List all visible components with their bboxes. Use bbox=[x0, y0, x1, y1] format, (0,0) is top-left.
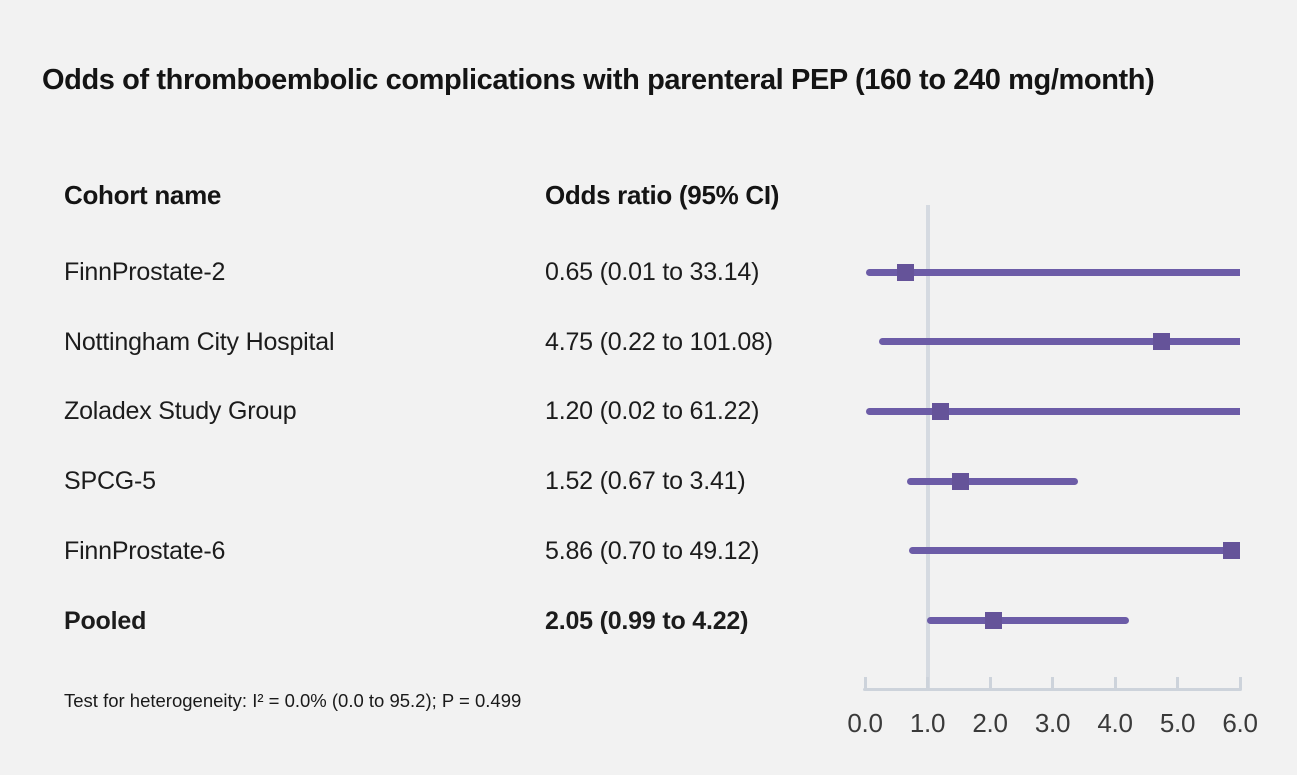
heterogeneity-note: Test for heterogeneity: I² = 0.0% (0.0 t… bbox=[64, 690, 522, 711]
confidence-interval-line bbox=[926, 617, 1129, 624]
odds-ratio-marker bbox=[1153, 333, 1171, 351]
column-header-cohort-name: Cohort name bbox=[64, 180, 222, 210]
x-axis-tick bbox=[926, 677, 929, 689]
odds-ratio-marker bbox=[931, 402, 949, 420]
x-axis-tick-label: 2.0 bbox=[972, 708, 1008, 738]
confidence-interval-line bbox=[908, 547, 1240, 555]
x-axis-tick-label: 6.0 bbox=[1222, 708, 1258, 738]
x-axis-tick-label: 3.0 bbox=[1034, 708, 1071, 738]
x-axis-line bbox=[863, 688, 1242, 691]
odds-ratio-value: 2.05 (0.99 to 4.22) bbox=[545, 606, 749, 635]
cohort-label: FinnProstate-6 bbox=[64, 536, 226, 565]
x-axis-tick bbox=[1113, 677, 1117, 689]
x-axis-tick bbox=[988, 677, 992, 689]
cohort-label: SPCG-5 bbox=[64, 467, 156, 496]
x-axis-tick-label: 1.0 bbox=[909, 708, 946, 738]
odds-ratio-value: 0.65 (0.01 to 33.14) bbox=[545, 258, 760, 286]
x-axis-tick-label: 0.0 bbox=[847, 708, 883, 738]
odds-ratio-marker bbox=[984, 612, 1002, 629]
x-axis-tick bbox=[1176, 677, 1179, 689]
reference-line-or-1 bbox=[925, 205, 930, 691]
confidence-interval-line bbox=[906, 477, 1079, 485]
odds-ratio-marker bbox=[951, 472, 969, 490]
cohort-label: Zoladex Study Group bbox=[64, 397, 297, 426]
cohort-label: Nottingham City Hospital bbox=[64, 327, 335, 356]
cohort-label: FinnProstate-2 bbox=[64, 258, 226, 286]
x-axis-tick bbox=[1238, 677, 1242, 689]
confidence-interval-line bbox=[865, 268, 1240, 276]
x-axis-tick bbox=[1051, 677, 1054, 689]
odds-ratio-value: 5.86 (0.70 to 49.12) bbox=[545, 536, 760, 565]
cohort-label: Pooled bbox=[64, 606, 147, 635]
confidence-interval-line bbox=[866, 407, 1240, 415]
figure-title: Odds of thromboembolic complications wit… bbox=[42, 64, 1155, 96]
x-axis-tick-label: 5.0 bbox=[1159, 708, 1196, 738]
x-axis-tick bbox=[863, 677, 867, 689]
column-header-odds-ratio: Odds ratio (95% CI) bbox=[545, 180, 780, 210]
confidence-interval-line bbox=[878, 338, 1240, 346]
odds-ratio-value: 1.20 (0.02 to 61.22) bbox=[545, 397, 760, 426]
x-axis-tick-label: 4.0 bbox=[1097, 708, 1133, 738]
odds-ratio-value: 4.75 (0.22 to 101.08) bbox=[545, 327, 773, 356]
odds-ratio-marker bbox=[897, 263, 915, 281]
odds-ratio-marker bbox=[1222, 542, 1240, 560]
odds-ratio-value: 1.52 (0.67 to 3.41) bbox=[545, 467, 746, 496]
